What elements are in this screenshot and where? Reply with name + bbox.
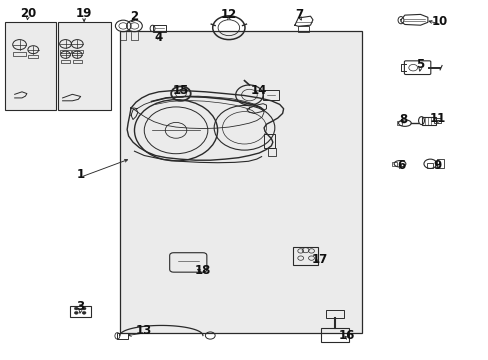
Text: 16: 16 [338, 329, 355, 342]
Circle shape [74, 307, 78, 310]
Text: 14: 14 [250, 84, 267, 96]
Circle shape [74, 311, 78, 314]
Text: 20: 20 [20, 7, 36, 20]
Bar [60, 50, 71, 53]
Bar [321, 328, 348, 342]
Bar [73, 60, 81, 63]
Bar [298, 26, 308, 32]
Text: 9: 9 [433, 159, 441, 172]
Bar [436, 159, 443, 168]
Bar [267, 148, 275, 156]
Bar [263, 90, 278, 100]
Bar [433, 118, 440, 123]
Text: 19: 19 [76, 7, 92, 20]
Text: 13: 13 [136, 324, 152, 337]
Text: 18: 18 [194, 264, 211, 277]
Bar [421, 117, 435, 125]
Circle shape [82, 311, 86, 314]
Text: 17: 17 [311, 253, 328, 266]
Bar [70, 306, 91, 317]
Bar [427, 163, 432, 168]
Bar [61, 60, 70, 63]
Bar [72, 50, 82, 53]
Bar [152, 25, 166, 32]
Text: 5: 5 [416, 58, 424, 71]
Text: 6: 6 [396, 159, 404, 172]
Bar [58, 22, 110, 110]
Bar [5, 22, 56, 110]
Text: 2: 2 [130, 10, 138, 23]
Text: 11: 11 [428, 112, 445, 125]
Bar [325, 310, 343, 318]
Text: 8: 8 [399, 113, 407, 126]
Text: 3: 3 [77, 300, 84, 313]
Bar [264, 134, 274, 148]
Bar [120, 31, 361, 333]
Text: 10: 10 [431, 15, 447, 28]
Bar [13, 52, 26, 56]
Text: 1: 1 [77, 168, 84, 181]
Text: 12: 12 [220, 8, 237, 21]
Text: 7: 7 [295, 8, 303, 21]
Text: 15: 15 [172, 84, 189, 96]
Bar [396, 121, 401, 125]
Bar [293, 247, 317, 265]
Bar [28, 55, 38, 58]
Bar [117, 333, 128, 339]
Bar [391, 162, 396, 166]
Circle shape [82, 307, 86, 310]
Text: 4: 4 [155, 31, 163, 44]
